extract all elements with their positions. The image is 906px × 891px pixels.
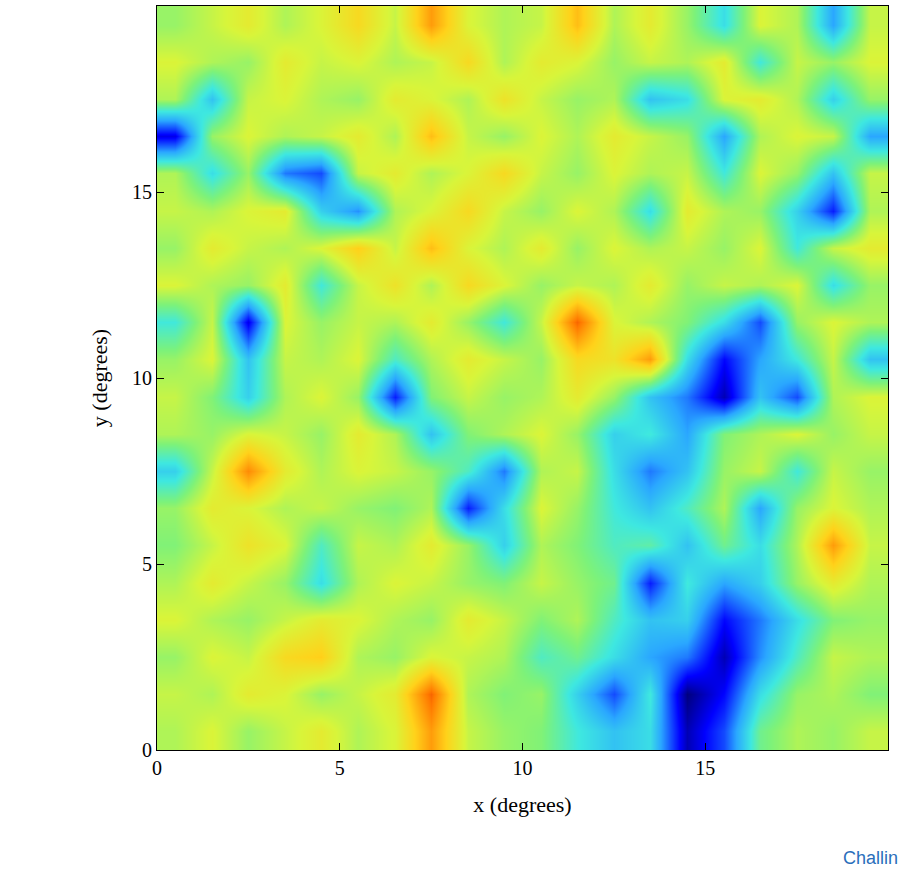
svg-text:0: 0 <box>142 739 152 761</box>
svg-text:10: 10 <box>513 757 533 779</box>
svg-text:Challin: Challin <box>843 848 898 868</box>
svg-text:5: 5 <box>142 553 152 575</box>
svg-text:10: 10 <box>132 367 152 389</box>
svg-text:y (degrees): y (degrees) <box>87 329 112 427</box>
svg-text:15: 15 <box>132 181 152 203</box>
svg-text:15: 15 <box>695 757 715 779</box>
svg-text:x (degrees): x (degrees) <box>473 792 571 817</box>
svg-text:0: 0 <box>152 757 162 779</box>
svg-text:5: 5 <box>335 757 345 779</box>
